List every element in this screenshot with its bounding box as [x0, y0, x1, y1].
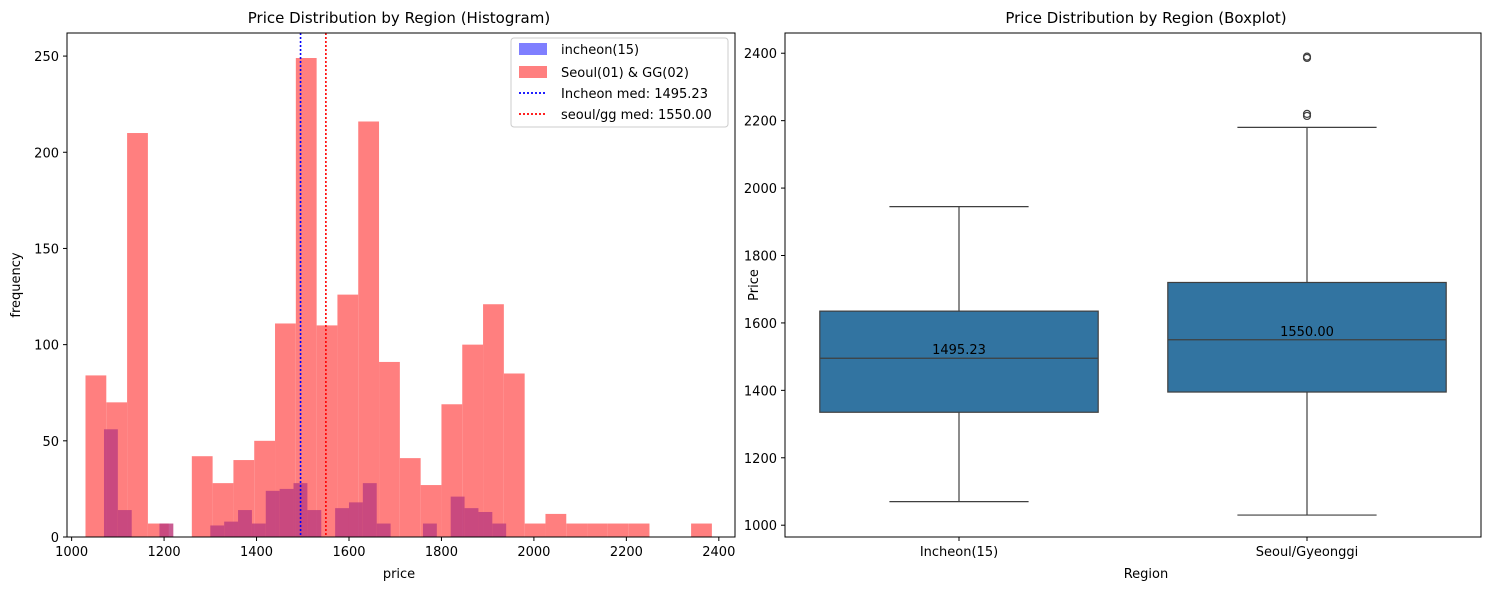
- legend-swatch-seoul: [519, 66, 547, 78]
- incheon-bar: [210, 525, 225, 537]
- incheon-bar: [335, 508, 349, 537]
- incheon-bar: [492, 523, 507, 537]
- incheon-bar: [450, 496, 465, 537]
- outlier-point: [1302, 109, 1312, 119]
- incheon-bar: [265, 490, 280, 537]
- histogram-axes-frame: [66, 32, 736, 538]
- x-tick-label: 2000: [517, 545, 550, 560]
- x-tick-label: Incheon(15): [920, 545, 998, 560]
- x-tick-label: 1400: [240, 545, 273, 560]
- legend-label-seoul: Seoul(01) & GG(02): [561, 66, 689, 81]
- seoul-bar: [127, 133, 148, 538]
- seoul-bar: [275, 323, 296, 537]
- seoul-bar: [628, 523, 650, 537]
- y-tick-label: 150: [34, 242, 59, 257]
- incheon-bar: [103, 429, 118, 537]
- seoul-bar: [379, 361, 400, 537]
- x-tick-label: 1000: [55, 545, 88, 560]
- boxplot-y-label: Price: [747, 269, 762, 301]
- legend-label-incheon-median: Incheon med: 1495.23: [561, 87, 708, 102]
- seoul-bar: [483, 304, 504, 537]
- seoul-bar: [566, 523, 588, 537]
- y-tick-label: 2400: [744, 47, 777, 62]
- boxplot-y-ticks: 1000 1200 1400 1600 1800 2000 2200 2400: [744, 47, 785, 534]
- seoul-bar: [545, 513, 567, 537]
- seoul-bar: [607, 523, 629, 537]
- y-tick-label: 0: [51, 531, 59, 546]
- x-tick-label: Seoul/Gyeonggi: [1256, 545, 1359, 560]
- box: [819, 310, 1099, 413]
- legend-label-seoul-median: seoul/gg med: 1550.00: [561, 108, 712, 123]
- y-tick-label: 200: [34, 146, 59, 161]
- seoul-bar: [337, 294, 359, 537]
- boxplot-x-label: Region: [1124, 567, 1169, 582]
- incheon-bar: [238, 510, 252, 537]
- x-tick-label: 2400: [702, 545, 735, 560]
- incheon-bar: [478, 511, 493, 537]
- histogram-x-label: price: [383, 567, 415, 582]
- seoul-bars: [85, 58, 712, 538]
- y-tick-label: 2200: [744, 115, 777, 130]
- legend-box: [510, 37, 729, 128]
- seoul-bar: [85, 375, 107, 537]
- boxplot-marks: 1495.23 1550.00: [819, 52, 1447, 516]
- incheon-bar: [362, 483, 377, 537]
- median-value-label: 1550.00: [1280, 325, 1334, 340]
- seoul-bar: [191, 456, 213, 537]
- y-tick-label: 1600: [744, 317, 777, 332]
- boxplot-title: Price Distribution by Region (Boxplot): [1005, 9, 1286, 27]
- seoul-bar: [399, 458, 421, 537]
- seoul-bar: [691, 523, 712, 537]
- y-tick-label: 250: [34, 50, 59, 65]
- seoul-bar: [462, 344, 484, 537]
- boxplot-x-ticks: Incheon(15) Seoul/Gyeonggi: [920, 537, 1358, 560]
- incheon-bar: [117, 510, 132, 537]
- histogram-title: Price Distribution by Region (Histogram): [248, 9, 550, 27]
- seoul-bar: [587, 523, 608, 537]
- seoul-bar: [524, 523, 546, 537]
- median-lines: [299, 33, 327, 537]
- incheon-bar: [348, 502, 363, 537]
- seoul-bar: [316, 325, 338, 537]
- histogram-legend: incheon(15) Seoul(01) & GG(02) Incheon m…: [510, 37, 729, 128]
- outlier-point: [1302, 52, 1312, 61]
- y-tick-label: 1000: [744, 519, 777, 534]
- y-tick-label: 1200: [744, 452, 777, 467]
- seoul-bar: [295, 58, 317, 538]
- boxplot-axes-frame: [784, 32, 1482, 538]
- histogram-chart: Price Distribution by Region (Histogram)…: [9, 9, 736, 582]
- incheon-bar: [279, 488, 294, 537]
- y-tick-label: 100: [34, 339, 59, 354]
- boxplot-chart: Price Distribution by Region (Boxplot) 1…: [744, 9, 1482, 582]
- y-tick-label: 1400: [744, 384, 777, 399]
- x-tick-label: 1800: [425, 545, 458, 560]
- histogram-x-ticks: 1000 1200 1400 1600 1800 2000 2200 2400: [55, 537, 735, 560]
- median-value-label: 1495.23: [932, 343, 986, 358]
- incheon-bar: [251, 523, 266, 537]
- x-tick-label: 1200: [148, 545, 181, 560]
- incheon-bar: [422, 523, 437, 537]
- incheon-bar: [376, 523, 391, 537]
- y-tick-label: 50: [42, 435, 59, 450]
- legend-swatch-incheon: [519, 43, 547, 55]
- x-tick-label: 2200: [610, 545, 643, 560]
- incheon-bar: [224, 521, 239, 537]
- incheon-bar: [464, 508, 479, 537]
- y-tick-label: 1800: [744, 250, 777, 265]
- box: [1167, 281, 1447, 393]
- legend-label-incheon: incheon(15): [561, 43, 639, 58]
- histogram-y-ticks: 0 50 100 150 200 250: [34, 50, 67, 546]
- y-tick-label: 2000: [744, 182, 777, 197]
- seoul-bar: [503, 373, 525, 537]
- x-tick-label: 1600: [332, 545, 365, 560]
- incheon-bar: [307, 510, 322, 537]
- incheon-bar: [159, 523, 174, 537]
- histogram-y-label: frequency: [9, 252, 24, 318]
- seoul-bar: [358, 121, 380, 537]
